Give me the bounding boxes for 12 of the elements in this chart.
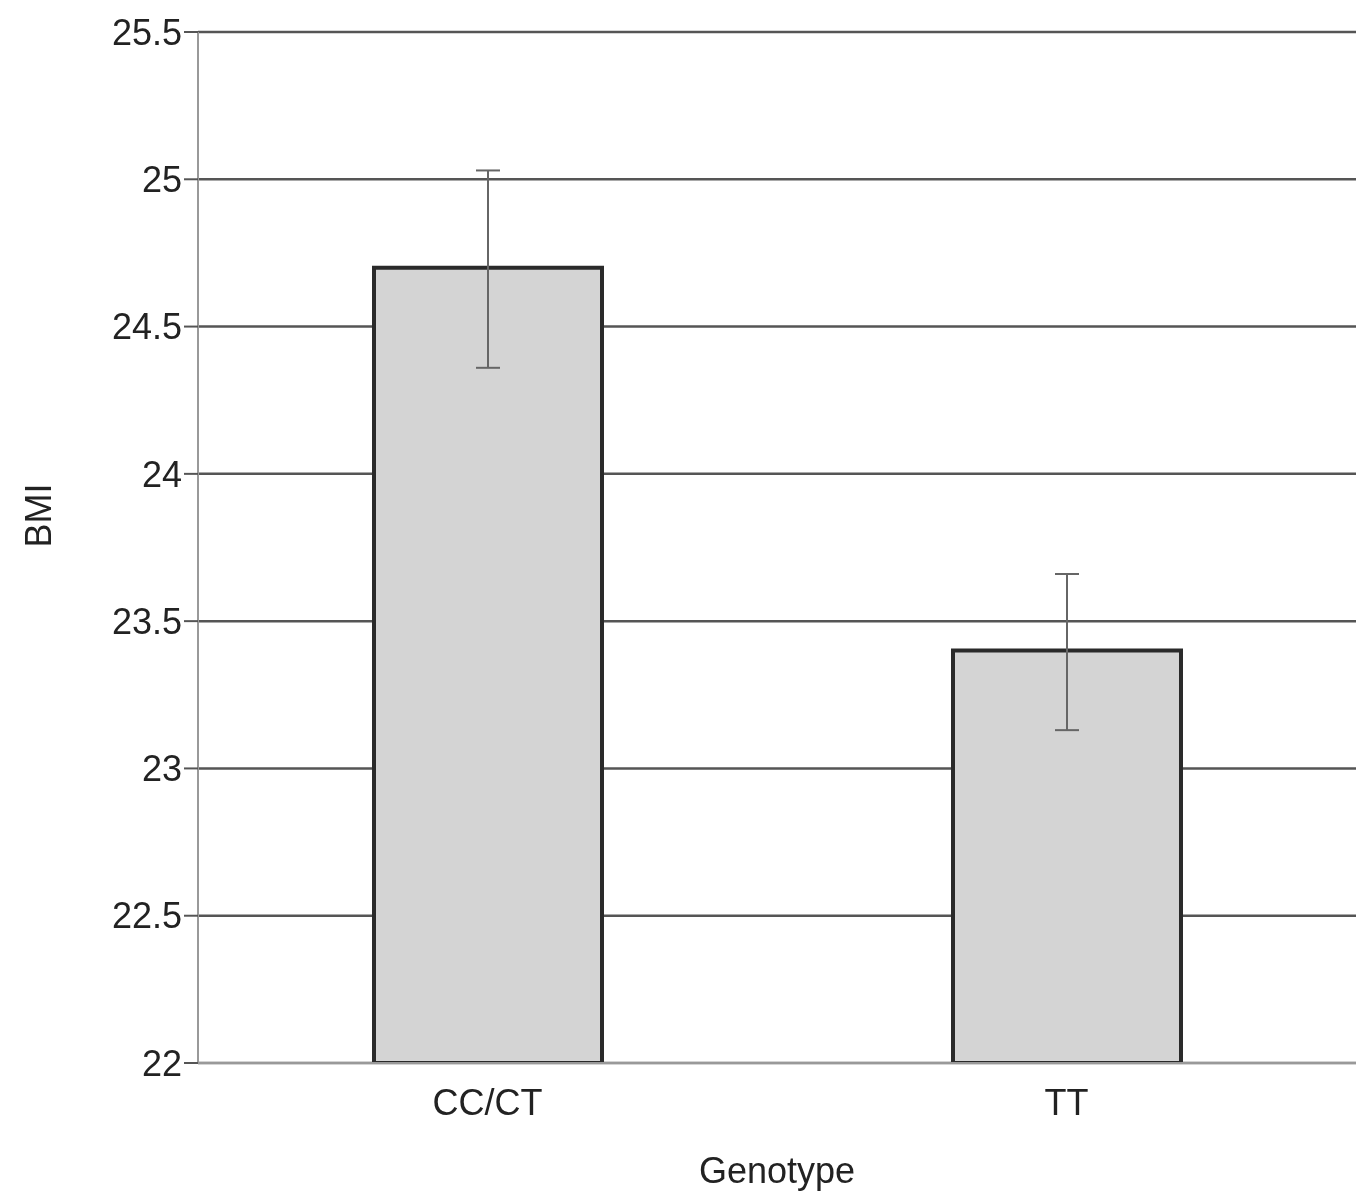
x-tick-label: CC/CT xyxy=(432,1081,543,1123)
y-tick-label: 22 xyxy=(141,1042,182,1084)
x-tick-label: TT xyxy=(1044,1081,1089,1123)
y-tick-label: 24.5 xyxy=(111,306,182,348)
y-axis-title: BMI xyxy=(17,483,59,548)
x-axis-title: Genotype xyxy=(698,1150,856,1191)
y-tick-label: 25.5 xyxy=(111,11,182,53)
y-tick-label: 24 xyxy=(141,453,182,495)
y-tick-label: 23 xyxy=(141,748,182,790)
y-tick-label: 25 xyxy=(141,159,182,201)
y-tick-label: 23.5 xyxy=(111,600,182,642)
y-tick-label: 22.5 xyxy=(111,895,182,937)
